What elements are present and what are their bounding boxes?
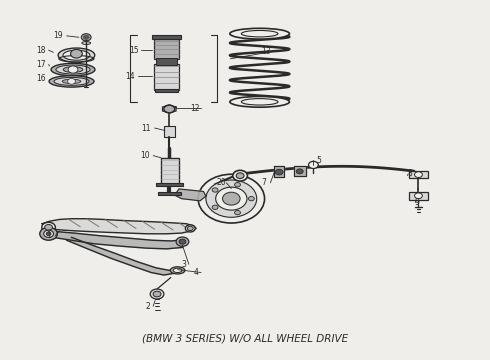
Bar <box>154 39 179 59</box>
Ellipse shape <box>170 267 185 274</box>
Circle shape <box>296 169 303 174</box>
Circle shape <box>44 230 53 237</box>
Polygon shape <box>163 105 176 113</box>
Text: 3: 3 <box>181 260 186 269</box>
Bar <box>409 171 428 178</box>
Circle shape <box>235 211 241 215</box>
Bar <box>155 89 177 93</box>
Circle shape <box>71 49 82 58</box>
Circle shape <box>212 188 218 192</box>
Polygon shape <box>274 166 284 177</box>
Circle shape <box>42 222 55 232</box>
Circle shape <box>150 289 164 299</box>
Text: 4: 4 <box>194 268 198 277</box>
Text: 11: 11 <box>142 123 151 132</box>
Circle shape <box>198 174 265 223</box>
Circle shape <box>415 172 422 177</box>
Ellipse shape <box>82 41 91 44</box>
Bar <box>156 183 183 186</box>
Circle shape <box>153 291 161 297</box>
Ellipse shape <box>173 268 182 273</box>
Polygon shape <box>67 237 180 275</box>
Circle shape <box>216 187 247 210</box>
Bar <box>158 192 181 195</box>
Polygon shape <box>49 231 185 249</box>
Ellipse shape <box>49 76 94 87</box>
Circle shape <box>185 225 195 232</box>
Text: 12: 12 <box>191 104 200 113</box>
Text: 1: 1 <box>46 231 51 240</box>
Circle shape <box>45 225 52 230</box>
Circle shape <box>222 192 240 205</box>
Circle shape <box>81 34 91 41</box>
Ellipse shape <box>56 65 90 74</box>
Circle shape <box>187 226 193 230</box>
Circle shape <box>179 239 186 244</box>
Circle shape <box>235 183 241 187</box>
Text: 10: 10 <box>140 151 149 160</box>
Circle shape <box>309 161 318 168</box>
Bar <box>161 158 178 184</box>
Text: 14: 14 <box>125 72 135 81</box>
Text: 16: 16 <box>36 75 46 84</box>
Ellipse shape <box>230 28 290 39</box>
Bar <box>164 126 174 137</box>
Text: (BMW 3 SERIES) W/O ALL WHEEL DRIVE: (BMW 3 SERIES) W/O ALL WHEEL DRIVE <box>142 333 348 343</box>
Ellipse shape <box>63 50 90 60</box>
Circle shape <box>68 78 75 84</box>
Bar <box>152 36 180 39</box>
Circle shape <box>233 170 247 181</box>
Circle shape <box>212 205 218 210</box>
Circle shape <box>206 180 257 217</box>
Circle shape <box>83 35 89 40</box>
Ellipse shape <box>51 63 95 76</box>
Bar <box>154 64 179 90</box>
Polygon shape <box>42 219 196 234</box>
Text: 13: 13 <box>261 47 270 56</box>
Text: 2: 2 <box>146 302 150 311</box>
Circle shape <box>275 169 283 175</box>
Text: 5: 5 <box>317 156 322 165</box>
Text: 8: 8 <box>408 169 413 178</box>
Circle shape <box>176 237 189 246</box>
Circle shape <box>248 197 254 201</box>
Text: 18: 18 <box>36 46 46 55</box>
Circle shape <box>40 227 57 240</box>
Circle shape <box>164 105 174 113</box>
Ellipse shape <box>54 77 89 85</box>
Polygon shape <box>294 166 306 176</box>
Text: 9: 9 <box>415 198 419 207</box>
Polygon shape <box>174 189 206 201</box>
Ellipse shape <box>63 67 83 72</box>
Circle shape <box>415 193 422 199</box>
Bar <box>409 192 428 200</box>
Text: 20: 20 <box>217 178 226 187</box>
Ellipse shape <box>58 48 95 62</box>
Text: 19: 19 <box>53 31 63 40</box>
Text: 17: 17 <box>36 60 46 69</box>
Circle shape <box>68 66 78 73</box>
Bar <box>156 58 176 64</box>
Ellipse shape <box>62 79 81 84</box>
Text: 7: 7 <box>261 178 266 187</box>
Circle shape <box>46 232 51 235</box>
Circle shape <box>236 173 244 179</box>
Ellipse shape <box>230 96 290 107</box>
Text: 15: 15 <box>129 46 138 55</box>
